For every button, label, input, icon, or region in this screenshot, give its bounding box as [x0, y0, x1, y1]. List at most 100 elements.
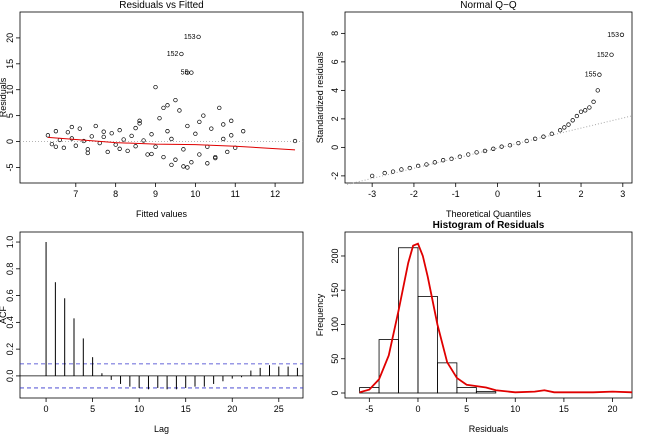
point — [205, 161, 210, 166]
point — [173, 97, 178, 103]
point — [137, 121, 142, 126]
point — [557, 128, 563, 133]
y-tick-label: -2 — [330, 172, 340, 180]
point — [415, 163, 421, 169]
point — [201, 113, 206, 118]
x-tick-label: -2 — [410, 189, 418, 199]
x-tick-label: 0 — [44, 404, 49, 414]
x-tick-label: 5 — [90, 404, 95, 414]
point — [197, 119, 202, 125]
point — [53, 144, 59, 149]
x-tick-label: -1 — [452, 189, 460, 199]
y-tick-label: 0.0 — [5, 370, 15, 383]
point — [541, 134, 546, 139]
point — [229, 118, 234, 123]
point — [491, 146, 496, 151]
point — [578, 109, 584, 114]
point — [173, 157, 178, 162]
point — [157, 116, 162, 121]
point — [161, 154, 166, 160]
point — [424, 162, 429, 167]
panel-title: Normal Q−Q — [460, 0, 517, 11]
point — [225, 149, 230, 155]
point — [125, 148, 130, 154]
point — [570, 118, 575, 123]
y-tick-label: 100 — [330, 317, 340, 332]
point — [185, 70, 190, 75]
plot-frame — [19, 11, 304, 184]
point — [153, 144, 158, 149]
point — [85, 147, 90, 152]
y-tick-label: 200 — [330, 248, 340, 263]
point — [69, 124, 74, 130]
point — [595, 88, 600, 93]
y-tick-label: 0 — [5, 139, 15, 144]
x-tick-label: -5 — [365, 404, 373, 414]
point — [61, 145, 66, 150]
point — [449, 156, 454, 161]
point — [113, 142, 118, 147]
point — [101, 129, 106, 134]
point — [189, 70, 194, 75]
histogram-bar — [378, 339, 399, 394]
panel-title: Histogram of Residuals — [433, 220, 545, 231]
point-label: 152 — [597, 52, 609, 59]
y-tick-label: 0.4 — [5, 316, 15, 329]
x-tick-label: 15 — [181, 404, 191, 414]
point-label: 153 — [607, 32, 619, 39]
point — [181, 147, 186, 152]
point — [117, 127, 122, 133]
point — [587, 105, 592, 110]
y-tick-label: 0 — [330, 145, 340, 150]
point — [165, 103, 170, 108]
point — [532, 136, 538, 141]
point — [117, 146, 122, 151]
point — [474, 150, 479, 155]
point — [292, 138, 298, 144]
point — [441, 158, 446, 163]
y-tick-label: 0.8 — [5, 263, 15, 276]
curve — [47, 136, 296, 151]
y-axis-label: Residuals — [0, 77, 8, 117]
point — [591, 99, 596, 104]
point — [81, 138, 86, 144]
point — [196, 34, 201, 40]
panel-title: Residuals vs Fitted — [119, 0, 203, 11]
point-label: 155 — [585, 72, 597, 79]
point — [149, 151, 154, 157]
point — [432, 160, 437, 165]
point — [189, 160, 194, 165]
point — [221, 136, 226, 142]
x-tick-label: 10 — [510, 404, 520, 414]
x-tick-label: 10 — [134, 404, 144, 414]
x-tick-label: 3 — [620, 189, 625, 199]
histogram-bar — [456, 387, 477, 394]
y-tick-label: 0.2 — [5, 343, 15, 356]
point-label: 152 — [167, 51, 179, 58]
plot-frame — [19, 231, 304, 399]
point — [101, 134, 106, 140]
point — [185, 123, 190, 129]
y-axis-label: Standardized residuals — [315, 51, 325, 143]
point — [177, 108, 182, 113]
x-axis-label: Residuals — [469, 424, 509, 434]
point — [69, 136, 74, 141]
y-tick-label: 15 — [5, 59, 15, 69]
x-tick-label: 8 — [113, 189, 118, 199]
y-tick-label: 8 — [330, 31, 340, 36]
x-tick-label: 12 — [270, 189, 280, 199]
x-tick-label: 9 — [153, 189, 158, 199]
point — [65, 130, 70, 135]
point — [213, 154, 218, 160]
y-tick-label: 150 — [330, 283, 340, 298]
point — [129, 133, 134, 138]
histogram-bar — [437, 362, 458, 394]
point — [73, 143, 78, 148]
point — [193, 131, 198, 136]
point — [121, 137, 126, 142]
y-tick-label: 10 — [5, 85, 15, 95]
x-tick-label: -3 — [368, 189, 376, 199]
point — [619, 32, 625, 37]
point — [583, 108, 588, 113]
point — [133, 144, 138, 149]
